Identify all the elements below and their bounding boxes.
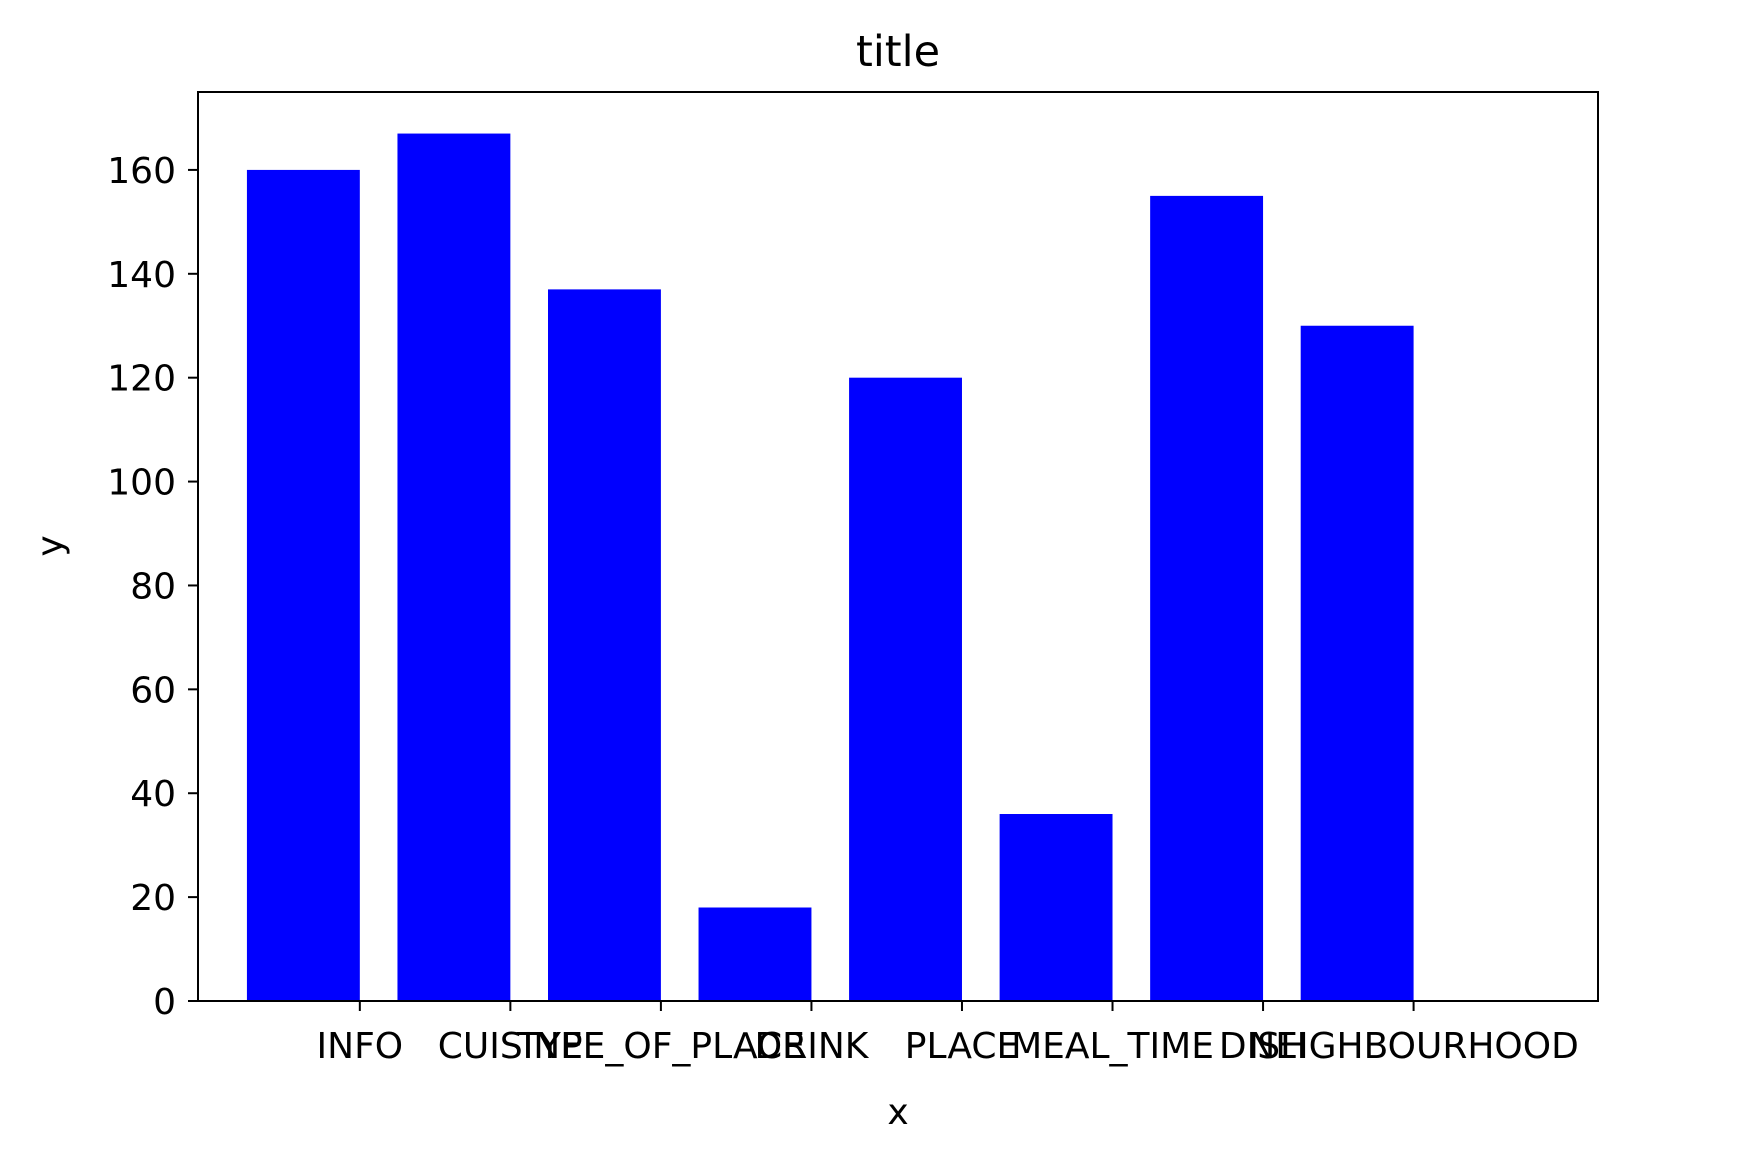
y-tick-label: 0 <box>153 982 176 1023</box>
y-tick-label: 80 <box>130 566 176 607</box>
y-tick-label: 140 <box>107 255 176 296</box>
y-tick-label: 160 <box>107 151 176 192</box>
y-axis-ticks: 0 20 40 60 80 100 120 140 160 <box>107 151 198 1023</box>
bar-neighbourhood <box>1300 325 1414 1001</box>
bar-info <box>246 169 360 1001</box>
bar-cuisine <box>397 133 511 1001</box>
x-tick-label: MEAL_TIME <box>1011 1026 1214 1067</box>
x-tick-label: DISH <box>1219 1026 1307 1067</box>
x-axis-label: x <box>887 1092 908 1133</box>
x-tick-label: TYPE_OF_PLACE <box>516 1026 805 1067</box>
y-tick-label: 60 <box>130 670 176 711</box>
x-tick-label: INFO <box>317 1026 404 1067</box>
bar-place <box>849 377 962 1002</box>
chart-title: title <box>856 27 940 77</box>
x-tick-label: CUISINE <box>438 1026 583 1067</box>
y-tick-label: 40 <box>130 774 176 815</box>
x-tick-label: DRINK <box>754 1026 869 1067</box>
bar-meal-time <box>999 814 1113 1001</box>
bar-drink <box>698 907 812 1001</box>
x-tick-label: NEIGHBOURHOOD <box>1248 1026 1579 1067</box>
x-tick-label: PLACE <box>905 1026 1019 1067</box>
bar-dish <box>1150 195 1264 1001</box>
bar-type-of-place <box>548 289 661 1002</box>
y-tick-label: 120 <box>107 359 176 400</box>
y-axis-label: y <box>30 535 71 556</box>
y-tick-label: 100 <box>107 463 176 504</box>
bars-group <box>246 133 1414 1002</box>
plot-area-frame <box>197 91 1599 1002</box>
y-tick-label: 20 <box>130 878 176 919</box>
